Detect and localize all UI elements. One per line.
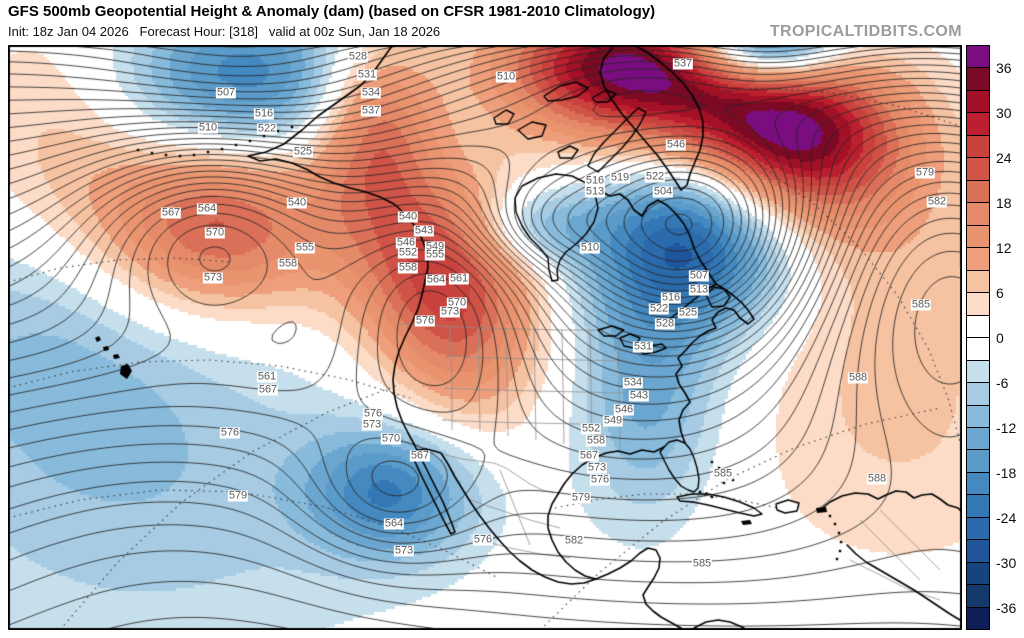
colorbar-cell: [967, 360, 989, 384]
colorbar-label: 24: [996, 149, 1012, 166]
colorbar-cell: [967, 113, 989, 136]
colorbar-label: -18: [996, 464, 1017, 481]
map-canvas: [8, 45, 962, 630]
colorbar-cell: [967, 427, 989, 451]
watermark: TROPICALTIDBITS.COM: [769, 23, 962, 40]
colorbar-label: 36: [996, 59, 1012, 76]
colorbar-label: -6: [996, 374, 1009, 391]
colorbar-cell: [967, 135, 989, 159]
colorbar-label: -12: [996, 419, 1017, 436]
colorbar-cell: [967, 46, 989, 69]
colorbar-label: -36: [996, 599, 1017, 616]
colorbar-cell: [967, 225, 989, 249]
colorbar-label: 12: [996, 239, 1012, 256]
colorbar-label: 0: [996, 329, 1004, 346]
colorbar-label: -30: [996, 554, 1017, 571]
subheader: Init: 18z Jan 04 2026 Forecast Hour: [31…: [8, 23, 962, 41]
colorbar-cell: [967, 338, 989, 361]
colorbar-cell: [967, 293, 989, 316]
colorbar-cell: [967, 270, 989, 294]
colorbar-cell: [967, 472, 989, 496]
colorbar-cell: [967, 315, 989, 339]
colorbar-cell: [967, 585, 989, 608]
colorbar-cell: [967, 90, 989, 114]
colorbar-cell: [967, 540, 989, 563]
colorbar-cell: [967, 495, 989, 518]
colorbar: 36 30 24 18 12 6 0 -6 -12 -18 -24 -30 -36: [966, 45, 1016, 630]
chart-title: GFS 500mb Geopotential Height & Anomaly …: [8, 3, 656, 20]
colorbar-cell: [967, 248, 989, 271]
init-forecast-info: Init: 18z Jan 04 2026 Forecast Hour: [31…: [8, 24, 441, 39]
colorbar-cell: [967, 383, 989, 406]
colorbar-cell: [967, 405, 989, 428]
colorbar-label: 30: [996, 104, 1012, 121]
colorbar-label: 6: [996, 284, 1004, 301]
colorbar-cell: [967, 450, 989, 473]
colorbar-label: 18: [996, 194, 1012, 211]
colorbar-cell: [967, 180, 989, 204]
colorbar-label: -24: [996, 509, 1017, 526]
colorbar-cell: [967, 68, 989, 91]
colorbar-cells: [966, 45, 990, 630]
colorbar-cell: [967, 517, 989, 541]
colorbar-cell: [967, 562, 989, 586]
colorbar-cell: [967, 158, 989, 181]
colorbar-cell: [967, 203, 989, 226]
colorbar-cell: [967, 607, 989, 630]
